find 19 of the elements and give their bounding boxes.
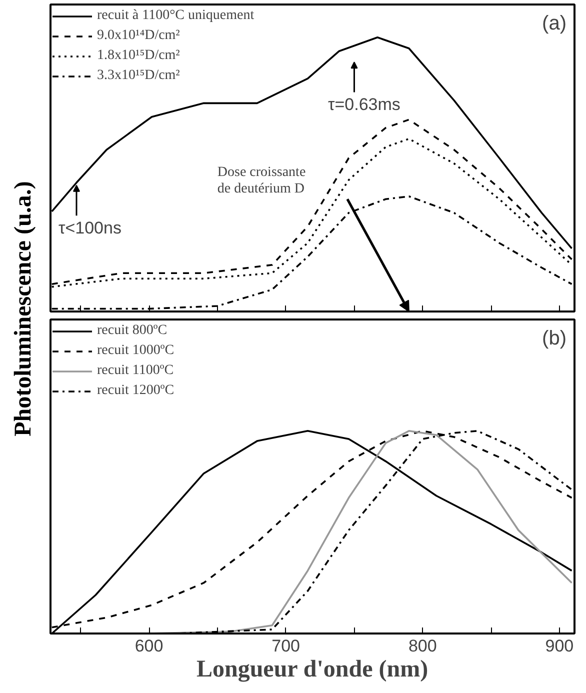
legend-label: recuit 800ºC [97,323,168,339]
x-tick-label: 900 [545,636,574,656]
legend-label: recuit 1200ºC [97,383,174,399]
annotation: τ<100ns [58,218,122,238]
x-tick-label: 800 [408,636,437,656]
legend-label: 1.8x10¹⁵D/cm² [97,48,180,64]
legend-label: 3.3x10¹⁵D/cm² [97,68,180,84]
x-tick-label: 600 [134,636,164,656]
annotation: τ=0.63ms [328,94,400,114]
legend-label: 9.0x10¹⁴D/cm² [97,28,180,44]
annotation: Dose croissante de deutérium D [217,164,306,196]
legend-label: recuit à 1100°C uniquement [97,8,254,24]
legend-label: recuit 1000ºC [97,343,174,359]
y-axis-title: Photoluminescence (u.a.) [10,181,36,436]
text: (a) [542,12,567,34]
x-axis-title: Longueur d'onde (nm) [196,656,428,682]
legend-label: recuit 1100ºC [97,363,174,379]
x-tick-label: 700 [272,636,300,656]
text: (b) [542,328,567,350]
